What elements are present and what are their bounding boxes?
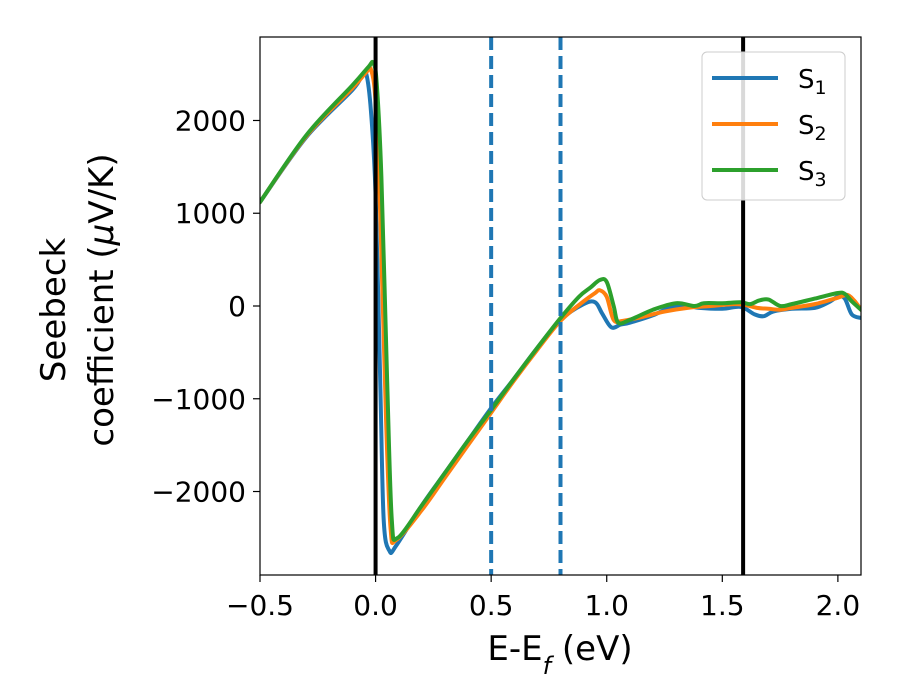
y-axis-label-mu: μ <box>82 224 122 247</box>
y-axis-label-line2: coefficient (μV/K) <box>82 153 122 446</box>
y-tick-label: −2000 <box>151 476 246 509</box>
series-line-s2 <box>260 65 861 545</box>
y-axis-label-line2-text: coefficient ( <box>82 245 122 446</box>
y-axis-label: Seebeck coefficient (μV/K) <box>34 153 122 446</box>
x-ticks: −0.5 0.0 0.5 1.0 1.5 2.0 <box>226 575 860 622</box>
x-axis-label-unit: (eV) <box>551 629 633 669</box>
legend-label-s2: S2 <box>798 111 827 145</box>
y-tick-label: 1000 <box>175 197 246 230</box>
x-axis-label-main: E-E <box>487 629 542 669</box>
legend-label-s3: S3 <box>798 157 827 191</box>
x-tick-label: 0.5 <box>469 589 514 622</box>
x-tick-label: 1.5 <box>700 589 745 622</box>
x-tick-label: 2.0 <box>816 589 861 622</box>
legend: S1 S2 S3 <box>701 51 846 201</box>
legend-label-s1: S1 <box>798 65 827 99</box>
y-tick-label: 2000 <box>175 104 246 137</box>
x-tick-label: 1.0 <box>584 589 629 622</box>
y-axis-label-line1: Seebeck <box>34 238 74 383</box>
y-tick-label: 0 <box>228 290 246 323</box>
y-axis-label-unit: V/K) <box>82 153 122 223</box>
x-tick-label: 0.0 <box>353 589 398 622</box>
x-axis-label: E-Ef (eV) <box>487 629 632 680</box>
y-tick-label: −1000 <box>151 383 246 416</box>
series-line-s3 <box>260 59 861 542</box>
y-ticks: −2000 −1000 0 1000 2000 <box>151 104 260 509</box>
x-tick-label: −0.5 <box>226 589 294 622</box>
